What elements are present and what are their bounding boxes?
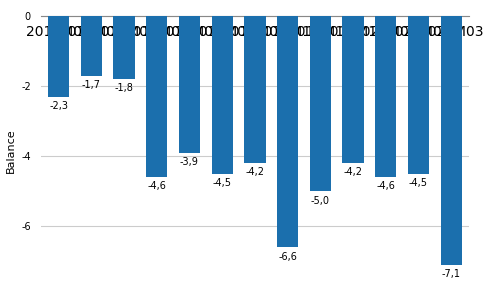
Bar bbox=[310, 16, 331, 191]
Bar bbox=[48, 16, 69, 97]
Text: -4,2: -4,2 bbox=[246, 168, 264, 178]
Bar bbox=[179, 16, 200, 153]
Bar bbox=[277, 16, 298, 247]
Text: -4,6: -4,6 bbox=[376, 182, 395, 191]
Text: -4,5: -4,5 bbox=[409, 178, 428, 188]
Bar bbox=[342, 16, 364, 163]
Text: -2,3: -2,3 bbox=[49, 101, 68, 111]
Bar bbox=[81, 16, 102, 76]
Text: -1,7: -1,7 bbox=[82, 80, 101, 90]
Text: -5,0: -5,0 bbox=[311, 195, 330, 205]
Text: -4,5: -4,5 bbox=[213, 178, 232, 188]
Bar bbox=[440, 16, 462, 265]
Bar bbox=[375, 16, 396, 177]
Text: -7,1: -7,1 bbox=[442, 269, 461, 279]
Text: -1,8: -1,8 bbox=[114, 83, 134, 93]
Text: -4,6: -4,6 bbox=[147, 182, 166, 191]
Text: -3,9: -3,9 bbox=[180, 157, 199, 167]
Bar bbox=[408, 16, 429, 174]
Bar bbox=[146, 16, 167, 177]
Bar bbox=[113, 16, 135, 79]
Bar bbox=[244, 16, 266, 163]
Text: -4,2: -4,2 bbox=[344, 168, 362, 178]
Text: -6,6: -6,6 bbox=[278, 252, 297, 262]
Bar bbox=[212, 16, 233, 174]
Y-axis label: Balance: Balance bbox=[5, 129, 16, 173]
